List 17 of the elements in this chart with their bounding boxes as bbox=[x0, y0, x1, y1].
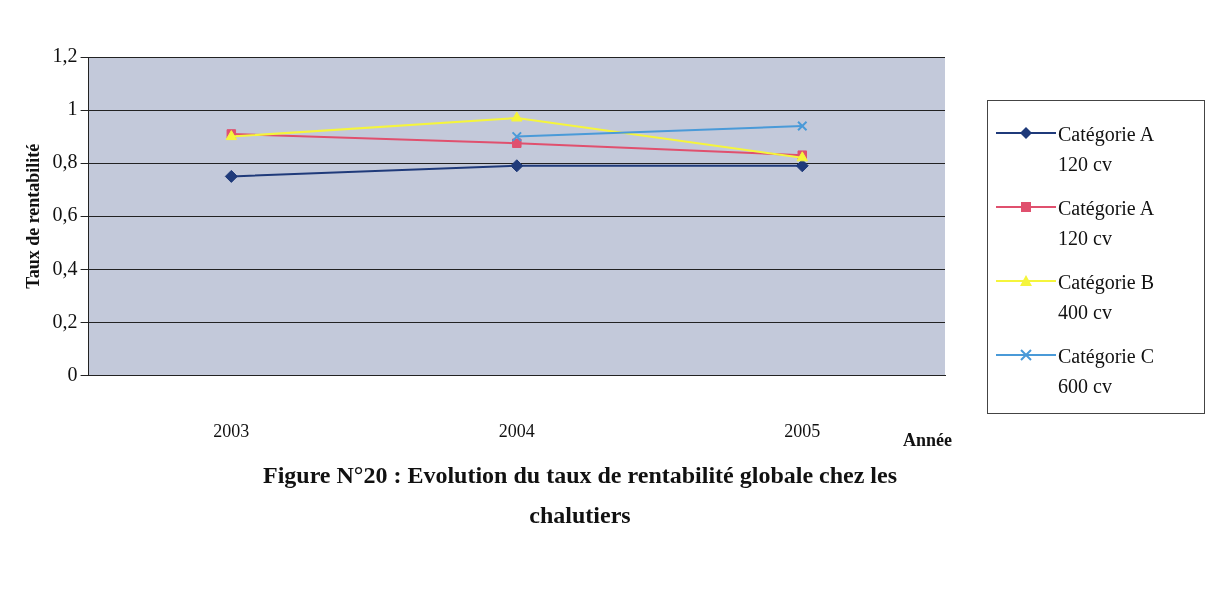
y-tick-label: 0,8 bbox=[52, 150, 78, 173]
y-axis-title: Taux de rentabilité bbox=[23, 143, 44, 289]
legend-label: Catégorie A 120 cv bbox=[1058, 196, 1155, 251]
x-tick-label: 2005 bbox=[784, 420, 821, 441]
legend-label: Catégorie C 600 cv bbox=[1058, 344, 1156, 399]
x-tick-label: 2003 bbox=[213, 420, 250, 441]
y-tick-label: 0 bbox=[67, 362, 78, 385]
y-tick-label: 0,4 bbox=[52, 256, 78, 279]
x-tick-label: 2004 bbox=[498, 420, 535, 441]
x-axis-title: Année bbox=[903, 430, 952, 451]
y-tick-label: 1,2 bbox=[52, 44, 78, 67]
y-tick-label: 1 bbox=[67, 97, 78, 120]
legend-label: Catégorie A 120 cv bbox=[1058, 122, 1155, 177]
text: Figure N°20 : Evolution du taux de rentabilité globale chez les chalutiers bbox=[261, 461, 898, 530]
y-tick-label: 0,2 bbox=[52, 309, 78, 332]
y-tick-label: 0,6 bbox=[52, 203, 78, 226]
legend-label: Catégorie B 400 cv bbox=[1058, 270, 1156, 325]
